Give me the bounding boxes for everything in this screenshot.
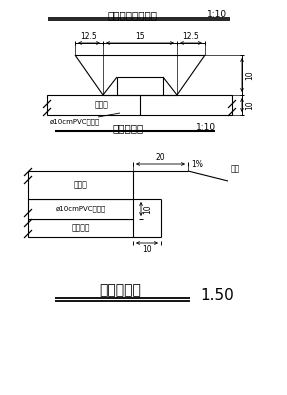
Text: 1:10: 1:10 — [196, 123, 216, 132]
Text: 路面: 路面 — [231, 164, 240, 173]
Text: 1.50: 1.50 — [200, 288, 234, 303]
Bar — [28, 171, 133, 199]
Text: 12.5: 12.5 — [81, 32, 97, 41]
Text: ø10cmPVC泄水管: ø10cmPVC泄水管 — [55, 206, 106, 212]
Bar — [47, 95, 232, 115]
Text: 泄水槽平面布置图: 泄水槽平面布置图 — [108, 10, 158, 20]
Text: 10: 10 — [245, 70, 254, 80]
Text: 防撞栏: 防撞栏 — [73, 181, 88, 190]
Text: 20: 20 — [156, 153, 165, 162]
Text: 防撞栏: 防撞栏 — [95, 100, 109, 109]
Text: ø10cmPVC泄水管: ø10cmPVC泄水管 — [50, 118, 100, 124]
Text: 10: 10 — [142, 245, 152, 254]
Text: 10: 10 — [143, 204, 152, 214]
Text: 基础大样图: 基础大样图 — [99, 283, 141, 297]
Text: 泄水槽断面: 泄水槽断面 — [113, 123, 144, 133]
Text: 10: 10 — [245, 100, 254, 110]
Text: 1%: 1% — [191, 160, 203, 169]
Text: 15: 15 — [135, 32, 145, 41]
Bar — [28, 199, 133, 219]
Text: 1:10: 1:10 — [207, 10, 227, 19]
Text: 12.5: 12.5 — [183, 32, 199, 41]
Text: 护栏底座: 护栏底座 — [71, 224, 90, 233]
Bar — [28, 219, 133, 237]
